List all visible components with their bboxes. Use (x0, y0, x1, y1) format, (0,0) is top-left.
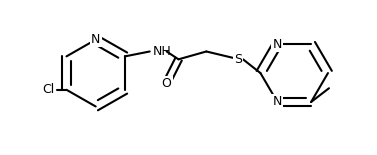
Text: Cl: Cl (42, 83, 55, 96)
Text: O: O (162, 77, 172, 90)
Text: N: N (91, 33, 100, 46)
Text: NH: NH (153, 45, 172, 58)
Text: N: N (273, 95, 282, 108)
Text: S: S (234, 53, 242, 66)
Text: N: N (273, 38, 282, 51)
